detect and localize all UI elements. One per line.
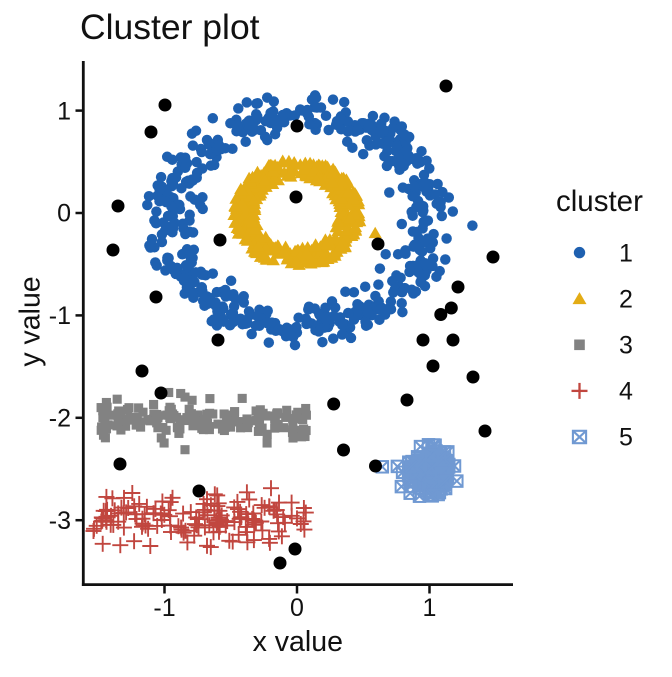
svg-text:0: 0 xyxy=(290,594,304,622)
svg-text:4: 4 xyxy=(619,378,633,406)
svg-text:-1: -1 xyxy=(49,302,71,330)
svg-text:-3: -3 xyxy=(49,507,71,535)
svg-text:cluster: cluster xyxy=(556,185,643,218)
svg-text:5: 5 xyxy=(619,424,633,452)
svg-text:y value: y value xyxy=(15,276,47,366)
svg-text:0: 0 xyxy=(57,200,71,228)
svg-text:2: 2 xyxy=(619,285,633,313)
svg-text:1: 1 xyxy=(57,97,71,125)
svg-text:Cluster plot: Cluster plot xyxy=(80,7,260,47)
svg-text:-1: -1 xyxy=(153,594,175,622)
svg-text:-2: -2 xyxy=(49,405,71,433)
svg-text:1: 1 xyxy=(619,239,633,267)
svg-text:3: 3 xyxy=(619,332,633,360)
svg-text:1: 1 xyxy=(423,594,437,622)
svg-text:x value: x value xyxy=(253,626,343,658)
